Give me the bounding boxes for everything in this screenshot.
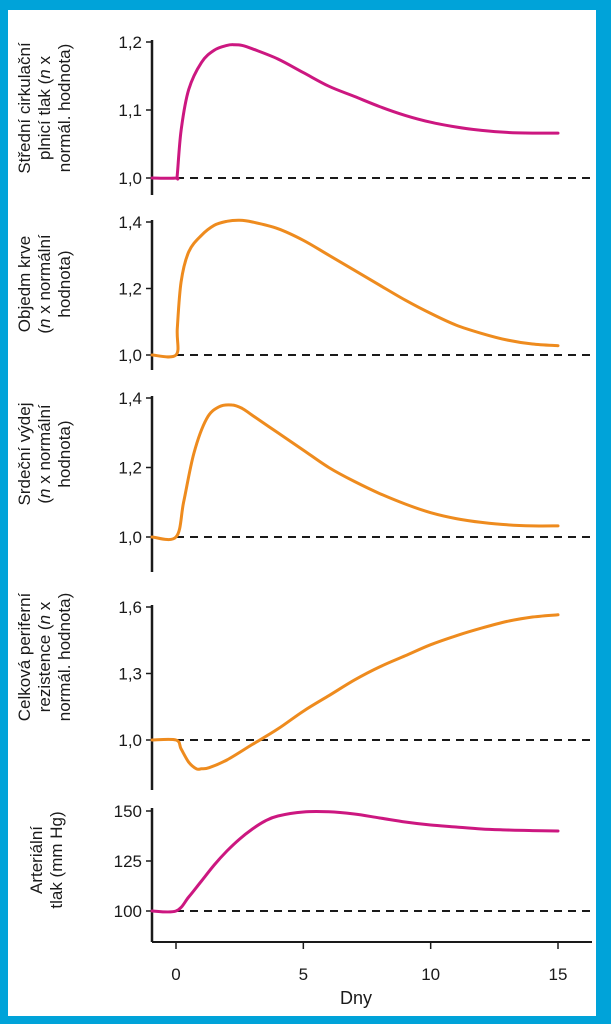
ylabel-2-line-1: Objedm krve (15, 236, 34, 332)
panel-4-plot: 1,0 1,3 1,6 (118, 598, 592, 790)
y-tick-label-2-1: 1,2 (118, 280, 142, 299)
y-tick-label-2-0: 1,0 (118, 346, 142, 365)
ylabel-4-line-2: rezistence (n x (35, 601, 54, 712)
ylabel-5-line-1: Arteriální (27, 826, 46, 894)
y-tick-label-4-1: 1,3 (118, 665, 142, 684)
ylabel-2-line-2: (n x normální (35, 234, 54, 334)
y-tick-label-4-2: 1,6 (118, 598, 142, 617)
series-line-3 (150, 403, 560, 542)
y-tick-label-1-1: 1,1 (118, 101, 142, 120)
y-tick-label-5-0: 100 (114, 902, 142, 921)
y-tick-label-1-2: 1,2 (118, 33, 142, 52)
plot-layer: 1,01,11,21,01,21,41,01,21,41,01,31,61001… (114, 33, 592, 942)
panel-2-plot: 1,0 1,2 1,4 (118, 213, 592, 370)
series-line-2 (150, 218, 560, 359)
ylabel-1-line-3: normál. hodnota) (55, 44, 74, 173)
x-tick-label-3: 15 (549, 965, 568, 984)
panel-2: Objedm krve (n x normální hodnota) (15, 234, 74, 334)
ylabel-5-line-2: tlak (mm Hg) (47, 811, 66, 908)
x-axis-label: Dny (340, 988, 372, 1008)
ylabel-4-line-1: Celková periferní (15, 592, 34, 721)
panel-1-plot: 1,0 1,1 1,2 (118, 33, 592, 195)
ylabel-3-line-3: hodnota) (55, 420, 74, 487)
x-tick-label-0: 0 (171, 965, 180, 984)
y-tick-label-5-2: 150 (114, 802, 142, 821)
ylabel-3-line-1: Srdeční výdej (15, 403, 34, 506)
panel-1: Střední cirkulační plnicí tlak (n x norm… (15, 42, 74, 174)
panel-5-plot: 100 125 150 (114, 802, 592, 942)
ylabel-4-line-3: normál. hodnota) (55, 593, 74, 722)
y-tick-label-3-2: 1,4 (118, 389, 142, 408)
panel-5: Arteriální tlak (mm Hg) (27, 811, 66, 908)
y-tick-label-4-0: 1,0 (118, 731, 142, 750)
series-line-1 (150, 43, 560, 181)
plot-panel (8, 10, 596, 1016)
ylabel-2-line-3: hodnota) (55, 250, 74, 317)
ylabel-1-line-1: Střední cirkulační (15, 42, 34, 174)
x-tick-label-2: 10 (421, 965, 440, 984)
y-tick-label-5-1: 125 (114, 852, 142, 871)
y-tick-label-3-0: 1,0 (118, 528, 142, 547)
y-tick-label-3-1: 1,2 (118, 459, 142, 478)
panel-3: Srdeční výdej (n x normální hodnota) (15, 403, 74, 506)
x-axis-ticks: 0 5 10 15 (171, 942, 567, 984)
y-tick-label-1-0: 1,0 (118, 169, 142, 188)
series-line-4 (150, 613, 560, 771)
ylabel-3-line-2: (n x normální (35, 404, 54, 504)
ylabel-1-line-2: plnicí tlak (n x (35, 56, 54, 160)
x-tick-label-1: 5 (299, 965, 308, 984)
series-line-5 (150, 810, 560, 914)
panel-4: Celková periferní rezistence (n x normál… (15, 592, 74, 721)
panel-3-plot: 1,0 1,2 1,4 (118, 389, 592, 572)
y-tick-label-2-2: 1,4 (118, 213, 142, 232)
